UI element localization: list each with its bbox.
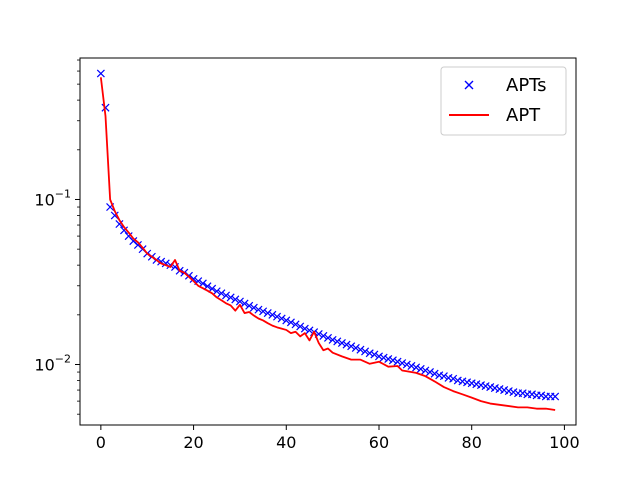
series-apts-point	[291, 320, 300, 329]
series-apts-point	[407, 361, 416, 370]
series-apts-point	[323, 333, 333, 342]
series-apts-point	[282, 316, 291, 325]
series-apts-point	[393, 357, 402, 366]
series-group	[96, 69, 560, 411]
plot-area	[96, 69, 560, 411]
series-apts-point	[439, 372, 448, 381]
series-apts-point	[333, 337, 342, 346]
series-apt-line	[99, 77, 556, 411]
series-apts-point	[245, 301, 254, 310]
series-apts-point	[425, 368, 435, 377]
legend-box	[440, 66, 567, 136]
x-tick-label: 60	[369, 433, 389, 452]
series-apts-point	[231, 295, 240, 304]
y-tick-label-base: 10	[34, 190, 54, 209]
series-apts-point	[226, 293, 235, 302]
series-apts-point	[101, 103, 110, 112]
series-apts-point	[416, 364, 425, 373]
series-apts-point	[221, 291, 231, 300]
series-apts-point	[402, 360, 411, 369]
series-apts-point	[351, 343, 360, 352]
series-apts-point	[500, 386, 509, 395]
legend-label-apts: APTs	[506, 75, 547, 96]
series-apts-point	[495, 385, 504, 394]
x-tick-label: 80	[462, 433, 482, 452]
series-apts-point	[272, 312, 282, 321]
series-apts-point	[305, 326, 314, 335]
series-apts-point	[189, 274, 198, 283]
series-apts-point	[509, 388, 518, 397]
series-apts-point	[370, 350, 379, 359]
y-tick-label: 10−1	[34, 187, 71, 209]
series-apts-point	[277, 314, 286, 323]
series-apts-point	[254, 305, 263, 314]
series-apts-point	[374, 352, 384, 361]
series-apts-point	[217, 289, 226, 298]
series-apts-point	[449, 374, 458, 383]
series-apts-point	[551, 392, 560, 401]
series-apts-point	[240, 299, 249, 308]
series-apts-point	[96, 69, 105, 78]
y-tick-label-exponent: −2	[55, 353, 71, 366]
y-tick-label-base: 10	[34, 356, 54, 375]
series-apts-point	[212, 287, 221, 296]
series-apts-point	[286, 318, 295, 327]
series-apts-point	[120, 226, 129, 235]
legend: APTs APT	[440, 66, 567, 136]
x-tick-label: 100	[549, 433, 580, 452]
series-apts-point	[198, 279, 207, 288]
y-tick-label: 10−2	[34, 353, 71, 375]
series-apts-point	[115, 220, 124, 229]
series-apts-point	[379, 353, 388, 362]
x-tick-label: 40	[276, 433, 296, 452]
series-apts-point	[268, 310, 277, 319]
series-apts-point	[388, 356, 397, 365]
series-apts-point	[365, 349, 374, 358]
series-apts-point	[347, 342, 356, 351]
series-apts-point	[259, 307, 268, 316]
axes-frame	[79, 57, 577, 426]
series-apts-point	[537, 391, 546, 400]
series-apts-point	[384, 354, 393, 364]
series-apts-point	[300, 324, 309, 333]
series-apts-point	[337, 338, 346, 348]
legend-label-apt: APT	[506, 105, 541, 126]
series-apts-point	[361, 347, 370, 356]
series-apts-point	[235, 297, 244, 306]
x-tick-label: 0	[96, 433, 106, 452]
series-apts-point	[430, 369, 439, 378]
legend-swatch-apts	[464, 80, 474, 90]
series-apts-point	[421, 366, 430, 375]
series-apts-point	[342, 340, 351, 349]
series-apts-point	[398, 359, 407, 368]
series-apts-point	[527, 390, 536, 399]
series-apts-point	[356, 345, 365, 354]
series-apts-point	[296, 322, 305, 331]
series-apts-point	[249, 303, 258, 312]
series-apts-point	[319, 331, 328, 340]
y-tick-label-exponent: −1	[55, 187, 71, 200]
series-apts-point	[328, 335, 337, 344]
series-apts-point	[504, 387, 513, 396]
series-apts-point	[110, 211, 119, 220]
series-apts-point	[518, 389, 527, 398]
series-apts-point	[412, 363, 421, 372]
series-apts-point	[263, 309, 272, 318]
x-tick-label: 20	[183, 433, 203, 452]
